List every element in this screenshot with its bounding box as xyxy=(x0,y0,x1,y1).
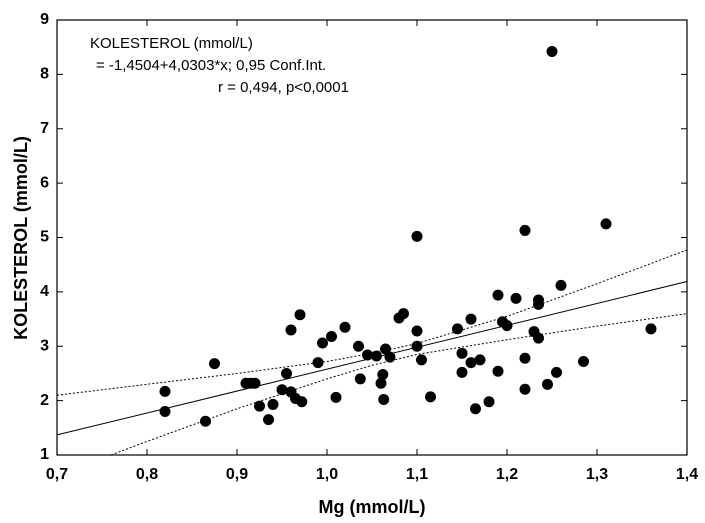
annotation: = -1,4504+4,0303*x; 0,95 Conf.Int. xyxy=(96,57,326,74)
data-point xyxy=(362,349,373,361)
annotation: KOLESTEROL (mmol/L) xyxy=(90,35,253,52)
plot-frame xyxy=(56,19,688,456)
data-point xyxy=(159,406,171,417)
y-tick-label: 1 xyxy=(40,446,49,463)
x-tick-label: 1,2 xyxy=(496,466,518,483)
x-tick-label: 1,1 xyxy=(406,466,428,483)
data-point xyxy=(510,292,522,304)
data-point xyxy=(533,298,544,310)
data-point xyxy=(326,330,337,342)
data-point xyxy=(555,279,567,291)
data-point xyxy=(254,400,265,412)
y-axis-label: KOLESTEROL (mmol/L) xyxy=(11,136,31,340)
data-point xyxy=(533,332,544,344)
data-point xyxy=(285,324,297,336)
data-point xyxy=(281,367,292,379)
y-tick-label: 2 xyxy=(40,392,49,409)
data-point xyxy=(456,347,468,359)
data-point xyxy=(209,358,220,370)
x-tick-label: 1,3 xyxy=(586,466,608,483)
data-point xyxy=(377,369,389,381)
data-point xyxy=(465,357,477,369)
data-point xyxy=(294,309,306,321)
x-tick-label: 0,8 xyxy=(136,466,158,483)
y-tick-label: 9 xyxy=(40,11,49,28)
x-tick-label: 1,4 xyxy=(676,466,698,483)
data-point xyxy=(312,357,324,369)
data-point xyxy=(411,340,423,352)
data-point xyxy=(474,354,486,366)
data-point xyxy=(416,354,427,366)
data-point xyxy=(411,325,423,337)
data-point xyxy=(159,385,171,397)
y-tick-label: 5 xyxy=(40,229,49,246)
data-point xyxy=(353,340,364,352)
data-point xyxy=(330,391,342,403)
data-point xyxy=(411,230,423,242)
data-point xyxy=(380,343,391,355)
data-point xyxy=(339,321,351,333)
y-tick-label: 6 xyxy=(40,174,49,191)
data-point xyxy=(456,366,468,378)
y-tick-label: 3 xyxy=(40,337,49,354)
data-point xyxy=(519,224,531,236)
data-point xyxy=(465,313,477,325)
data-point xyxy=(645,323,657,335)
data-point xyxy=(452,323,463,335)
data-point xyxy=(249,377,261,389)
confidence-band xyxy=(110,313,688,456)
data-point xyxy=(492,289,504,301)
data-point xyxy=(519,352,531,364)
data-point xyxy=(354,373,366,385)
x-tick-label: 1,0 xyxy=(316,466,338,483)
data-point xyxy=(546,46,558,58)
y-tick-label: 7 xyxy=(40,120,49,137)
data-point xyxy=(519,383,531,395)
data-point xyxy=(371,350,382,362)
data-point xyxy=(483,396,495,408)
data-point xyxy=(578,355,589,367)
data-point xyxy=(398,308,409,320)
confidence-band xyxy=(56,249,688,396)
data-point xyxy=(378,394,390,406)
data-point xyxy=(551,366,562,378)
y-tick-label: 4 xyxy=(40,283,49,300)
data-point xyxy=(425,391,436,403)
data-point xyxy=(296,396,308,408)
data-point xyxy=(317,337,328,349)
data-point xyxy=(276,384,288,396)
data-point xyxy=(375,377,387,389)
data-point xyxy=(542,378,553,390)
data-point xyxy=(600,218,612,230)
annotation: r = 0,494, p<0,0001 xyxy=(218,79,349,96)
x-tick-label: 0,7 xyxy=(46,466,68,483)
x-tick-label: 0,9 xyxy=(226,466,248,483)
data-point xyxy=(470,403,481,415)
data-point xyxy=(384,351,396,363)
y-tick-label: 8 xyxy=(40,66,49,83)
data-point xyxy=(263,414,274,426)
data-point xyxy=(267,398,279,410)
data-point xyxy=(200,415,211,427)
data-point xyxy=(492,365,504,377)
data-point xyxy=(501,320,513,332)
x-axis-label: Mg (mmol/L) xyxy=(319,497,426,517)
